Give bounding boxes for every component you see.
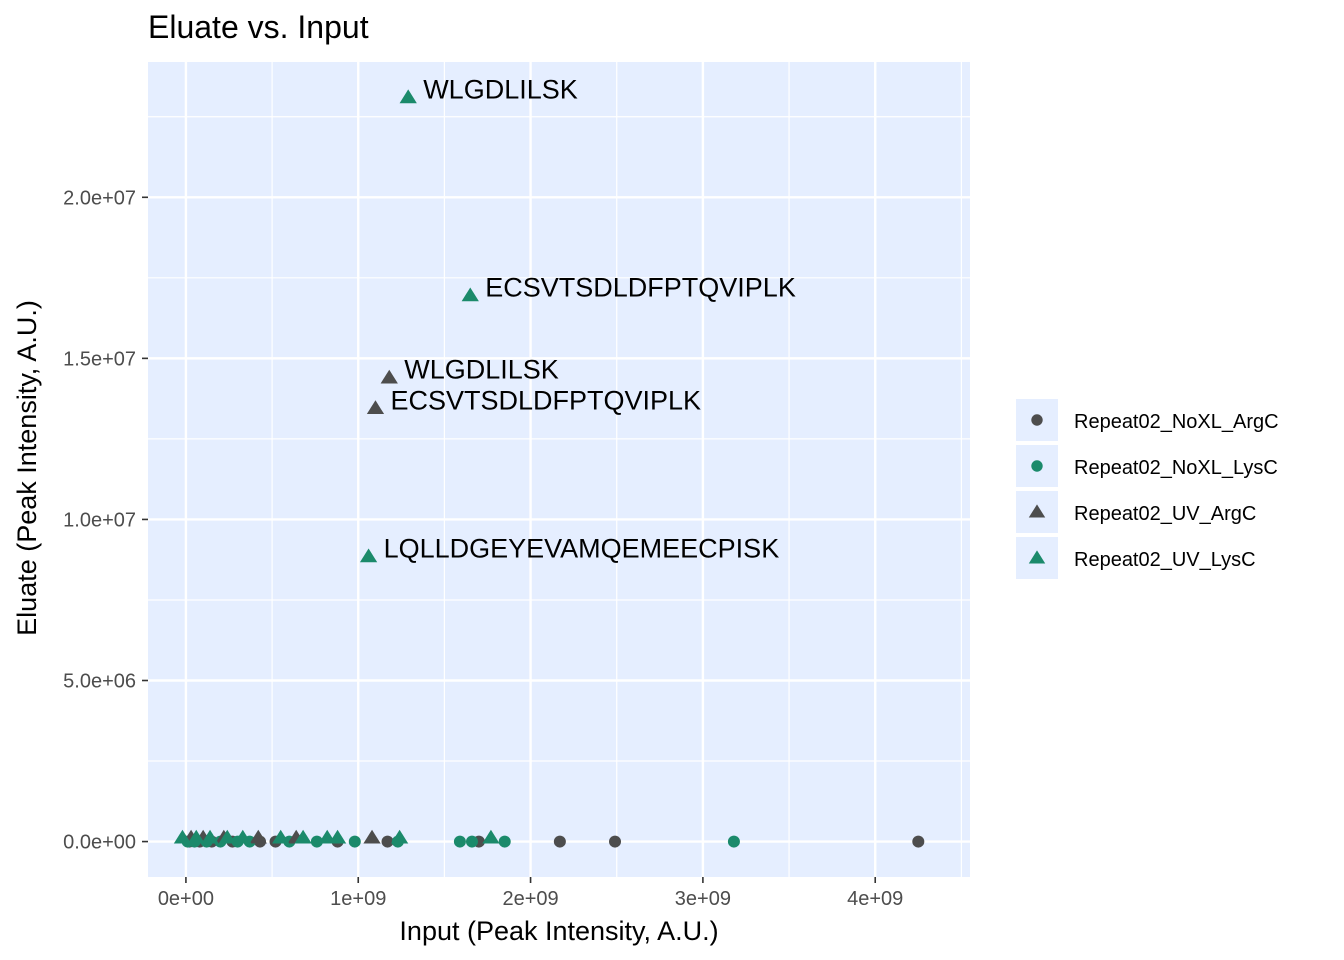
y-tick-label: 0.0e+00 — [63, 832, 136, 854]
x-tick-label: 0e+00 — [158, 888, 214, 910]
data-point — [465, 835, 478, 848]
x-tick-label: 2e+09 — [502, 888, 558, 910]
data-point — [553, 835, 566, 848]
legend-label: Repeat02_UV_LysC — [1074, 549, 1256, 571]
point-label: LQLLDGEYEVAMQEMEECPISK — [384, 533, 780, 563]
data-point — [348, 835, 361, 848]
data-point — [399, 89, 417, 104]
plot-panel — [148, 62, 970, 877]
data-point — [201, 829, 219, 844]
point-label: ECSVTSDLDFPTQVIPLK — [390, 385, 701, 415]
point-label: WLGDLILSK — [423, 74, 578, 104]
grid-lines — [148, 62, 970, 877]
legend-marker — [1028, 504, 1046, 518]
legend-label: Repeat02_NoXL_ArgC — [1074, 411, 1279, 433]
data-point — [363, 829, 381, 844]
x-tick-label: 1e+09 — [330, 888, 386, 910]
data-point — [173, 829, 192, 844]
data-point — [359, 548, 378, 563]
data-point — [234, 829, 252, 844]
y-tick-label: 5.0e+06 — [63, 670, 136, 692]
x-tick-label: 3e+09 — [675, 888, 731, 910]
x-axis-title: Input (Peak Intensity, A.U.) — [399, 916, 718, 946]
x-tick-label: 4e+09 — [847, 888, 903, 910]
axes: 0e+00 1e+09 2e+09 3e+09 4e+09 0.0e+00 5.0e+06 1… — [63, 187, 903, 910]
legend-marker — [1028, 550, 1046, 564]
point-label: WLGDLILSK — [404, 355, 559, 385]
point-labels: ECSVTSDLDFPTQVIPLKWLGDLILSKLQLLDGEYEVAMQ… — [384, 74, 796, 563]
data-point — [187, 829, 205, 844]
y-tick-label: 1.5e+07 — [63, 348, 136, 370]
data-point — [310, 835, 323, 848]
legend-marker — [1031, 460, 1043, 472]
data-point — [727, 835, 740, 848]
data-point — [461, 287, 479, 302]
chart-title: Eluate vs. Input — [148, 9, 369, 45]
data-point — [294, 829, 312, 844]
legend-label: Repeat02_NoXL_LysC — [1074, 457, 1278, 479]
data-point — [482, 829, 500, 844]
data-point — [218, 829, 236, 844]
y-tick-label: 1.0e+07 — [63, 509, 136, 531]
data-point — [366, 400, 385, 415]
data-point — [609, 835, 622, 848]
legend: Repeat02_NoXL_ArgC Repeat02_NoXL_LysC Repe… — [1016, 399, 1279, 579]
data-point — [498, 835, 511, 848]
data-point — [381, 835, 394, 848]
legend-label: Repeat02_UV_ArgC — [1074, 503, 1256, 525]
data-point — [272, 829, 290, 844]
legend-marker — [1031, 414, 1043, 426]
y-tick-label: 2.0e+07 — [63, 187, 136, 209]
data-point — [380, 369, 398, 384]
point-label: ECSVTSDLDFPTQVIPLK — [485, 273, 796, 303]
data-point — [453, 835, 466, 848]
data-point — [249, 829, 267, 844]
data-point — [328, 829, 347, 844]
y-axis-title: Eluate (Peak Intensity, A.U.) — [12, 300, 42, 636]
data-point — [390, 829, 409, 844]
data-points — [173, 89, 925, 848]
data-point — [912, 835, 925, 848]
